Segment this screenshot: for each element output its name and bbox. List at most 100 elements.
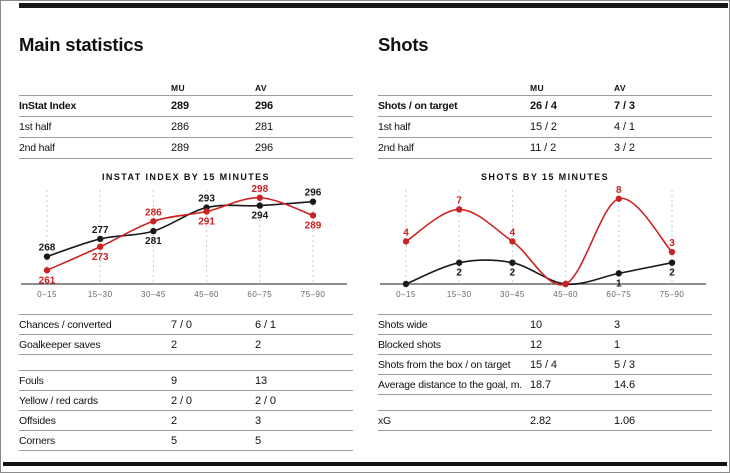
table-row: 1st half 286 281 xyxy=(19,117,353,138)
table-group: Chances / converted 7 / 0 6 / 1 Goalkeeper … xyxy=(19,314,353,355)
column-header-mu: MU xyxy=(530,82,545,93)
av-value: 2 xyxy=(255,338,262,351)
main-stats-detail-table: Chances / converted 7 / 0 6 / 1 Goalkeeper … xyxy=(19,314,353,451)
table-row: xG 2.82 1.06 xyxy=(378,411,712,431)
data-point-mu xyxy=(668,248,676,256)
data-point-label-mu: 7 xyxy=(456,195,462,206)
table-row: 2nd half 289 296 xyxy=(19,138,353,159)
data-point-av xyxy=(509,259,516,266)
data-point-label-mu: 286 xyxy=(145,207,162,218)
row-label: xG xyxy=(378,414,392,427)
x-tick-label: 45–60 xyxy=(194,290,219,299)
data-point-mu xyxy=(256,194,263,201)
mu-value: 18.7 xyxy=(530,378,552,391)
series-line-av xyxy=(46,200,314,258)
column-header-av: AV xyxy=(614,82,626,93)
data-point-mu xyxy=(456,206,463,213)
av-value: 3 xyxy=(614,318,621,331)
data-point-label-mu: 273 xyxy=(92,252,109,263)
row-label: Blocked shots xyxy=(378,338,441,351)
main-statistics-heading: Main statistics xyxy=(19,34,144,55)
x-tick-label: 15–30 xyxy=(88,290,113,299)
mu-value: 286 xyxy=(171,121,190,133)
data-point-av xyxy=(43,253,51,260)
row-label: 2nd half xyxy=(378,142,414,154)
row-label: Shots / on target xyxy=(378,100,458,112)
data-point-av xyxy=(97,235,104,243)
x-tick-label: 0–15 xyxy=(396,290,416,299)
row-label: 1st half xyxy=(19,121,52,133)
table-row: Average distance to the goal, m. 18.7 14.6 xyxy=(378,375,712,395)
row-label: InStat Index xyxy=(19,100,77,112)
mu-value: 289 xyxy=(171,142,190,154)
av-value: 281 xyxy=(255,121,274,133)
x-tick-label: 30–45 xyxy=(500,290,525,299)
instat-index-chart: 0–15 15–30 30–45 45–60 60–75 75–90 268 277 281 29… xyxy=(21,184,347,299)
shots-summary-table: MU AV Shots / on target 26 / 4 7 / 3 1st half… xyxy=(378,80,712,159)
mu-value: 11 / 2 xyxy=(530,142,557,154)
data-point-av xyxy=(668,259,676,266)
av-value: 4 / 1 xyxy=(614,121,635,133)
row-label: Average distance to the goal, m. xyxy=(378,378,522,391)
bottom-border-bar xyxy=(3,462,727,466)
row-label: Offsides xyxy=(19,414,56,427)
data-point-mu xyxy=(43,267,51,274)
av-value: 1 xyxy=(614,338,621,351)
x-tick-label: 15–30 xyxy=(447,290,472,299)
shots-section: Shots MU AV Shots / on target 26 / 4 7 / 3 1s… xyxy=(378,1,712,472)
x-tick-label: 45–60 xyxy=(553,290,578,299)
data-point-label-mu: 298 xyxy=(251,184,268,195)
av-value: 7 / 3 xyxy=(614,100,635,112)
data-point-av xyxy=(402,280,410,288)
data-point-mu xyxy=(97,243,104,250)
av-value: 6 / 1 xyxy=(255,318,276,331)
data-point-mu xyxy=(203,208,210,215)
data-point-label-av: 281 xyxy=(145,236,162,247)
data-point-label-av: 296 xyxy=(305,188,322,199)
top-border-bar xyxy=(19,3,728,8)
row-label: Goalkeeper saves xyxy=(19,338,101,351)
av-value: 13 xyxy=(255,374,268,387)
data-point-label-av: 2 xyxy=(456,268,462,279)
table-row: Corners 5 5 xyxy=(19,431,353,451)
av-value: 2 / 0 xyxy=(255,394,276,407)
mu-value: 9 xyxy=(171,374,178,387)
av-value: 5 xyxy=(255,434,262,447)
data-point-label-av: 293 xyxy=(198,194,215,205)
row-label: 2nd half xyxy=(19,142,55,154)
mu-value: 2 / 0 xyxy=(171,394,192,407)
series-line-av xyxy=(405,259,673,285)
data-point-label-mu: 291 xyxy=(198,216,215,227)
row-label: 1st half xyxy=(378,121,411,133)
main-stats-summary-table: MU AV InStat Index 289 296 1st half 286 281 2nd … xyxy=(19,80,353,159)
series-line-mu xyxy=(46,196,314,272)
shots-chart-title: SHOTS BY 15 MINUTES xyxy=(481,172,609,182)
av-value: 296 xyxy=(255,142,274,154)
data-point-label-av: 277 xyxy=(92,225,109,236)
x-tick-label: 75–90 xyxy=(660,290,685,299)
data-point-label-mu: 8 xyxy=(616,185,622,196)
av-value: 3 / 2 xyxy=(614,142,635,154)
x-tick-label: 30–45 xyxy=(141,290,166,299)
mu-value: 2.82 xyxy=(530,414,552,427)
table-row: Chances / converted 7 / 0 6 / 1 xyxy=(19,315,353,335)
data-point-av xyxy=(456,259,463,266)
table-group: Shots wide 10 3 Blocked shots 12 1 Shots from … xyxy=(378,314,712,395)
table-row: 1st half 15 / 2 4 / 1 xyxy=(378,117,712,138)
row-label: Fouls xyxy=(19,374,44,387)
mu-value: 2 xyxy=(171,414,178,427)
av-value: 14.6 xyxy=(614,378,636,391)
data-point-mu xyxy=(402,238,410,245)
data-point-mu xyxy=(615,195,622,202)
column-header-mu: MU xyxy=(171,82,186,93)
series-line-mu xyxy=(405,197,673,286)
av-value: 3 xyxy=(255,414,262,427)
data-point-label-mu: 3 xyxy=(669,238,675,249)
row-label: Shots from the box / on target xyxy=(378,358,511,371)
data-point-av xyxy=(150,227,157,235)
data-point-mu xyxy=(509,238,516,245)
mu-value: 2 xyxy=(171,338,178,351)
mu-value: 15 / 2 xyxy=(530,121,557,133)
instat-index-chart-title: INSTAT INDEX BY 15 MINUTES xyxy=(102,172,270,182)
table-group: Fouls 9 13 Yellow / red cards 2 / 0 2 / 0 Offs… xyxy=(19,370,353,451)
